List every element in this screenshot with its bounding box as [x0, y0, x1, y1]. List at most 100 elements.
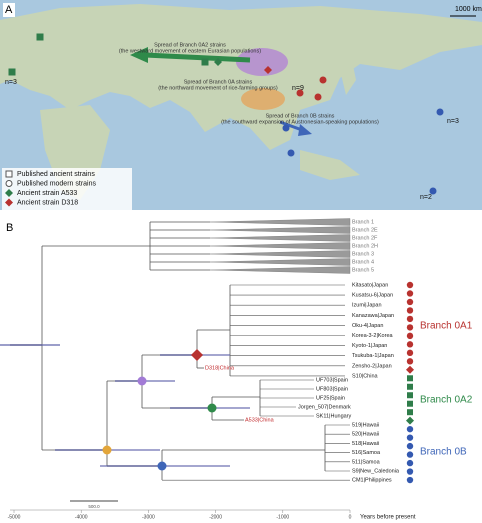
leaf-label: Kusatsu-6|Japan	[352, 293, 393, 299]
annotation: (the northward movement of rice-farming …	[158, 85, 278, 91]
tick-label: 0	[349, 514, 352, 520]
leaf-label: Korea-3-2|Korea	[352, 333, 394, 339]
ancient-leaf-label: D318|China	[205, 365, 235, 371]
count-label: n=9	[292, 85, 304, 92]
tip-marker	[406, 459, 414, 467]
tick-label: -2000	[209, 514, 222, 520]
legend-symbol	[5, 180, 13, 187]
legend-symbol	[5, 170, 13, 178]
leaf-label: S10|China	[352, 373, 379, 379]
tip-marker	[406, 298, 414, 306]
clade-label: Branch 1	[352, 219, 374, 225]
collapsed-clade	[209, 250, 351, 258]
tip-marker	[407, 392, 413, 399]
annotation: (the southward expansion of Austronesian…	[221, 119, 379, 125]
marker	[429, 187, 437, 195]
legend-symbol	[5, 189, 13, 197]
region	[241, 88, 285, 110]
marker	[287, 149, 295, 157]
leaf-label: SK11|Hungary	[316, 413, 352, 419]
collapsed-clade	[209, 234, 351, 242]
tip-marker	[406, 281, 414, 289]
annotation: Spread of Branch 0A strains	[184, 79, 253, 85]
marker	[436, 108, 444, 116]
collapsed-clade	[209, 242, 351, 250]
land	[300, 150, 360, 180]
count-label: n=3	[5, 79, 17, 86]
tick-label: -3000	[142, 514, 155, 520]
node-marker	[157, 461, 167, 471]
clade-label: Branch 5	[352, 267, 374, 273]
arrow	[279, 120, 303, 132]
count-label: n=2	[420, 194, 432, 201]
count-label: n=3	[447, 118, 459, 125]
tip-marker	[406, 358, 414, 365]
branch-label: Branch 0B	[420, 447, 467, 458]
tip-marker	[406, 416, 414, 425]
arrow	[298, 124, 312, 136]
tip-marker	[406, 324, 414, 331]
collapsed-clade	[209, 266, 351, 274]
leaf-label: Jorgen_507|Denmark	[298, 404, 351, 410]
tip-marker	[406, 476, 414, 484]
clade-label: Branch 3	[352, 251, 374, 257]
leaf-label: 518|Hawaii	[352, 441, 379, 447]
collapsed-clade	[209, 258, 351, 266]
node-marker	[207, 403, 217, 413]
region	[236, 48, 288, 76]
branch-label: Branch 0A1	[420, 321, 473, 332]
leaf-label: 511|Samoa	[352, 459, 381, 465]
leaf-label: Kanazawa|Japan	[352, 313, 394, 319]
leaf-label: UF703|Spain	[316, 377, 348, 383]
tick-label: -5000	[8, 514, 21, 520]
leaf-label: Tsukuba-1|Japan	[352, 353, 394, 359]
tip-marker	[407, 383, 413, 390]
legend-label: Ancient strain A533	[17, 190, 77, 197]
tip-marker	[407, 375, 413, 382]
scale-label: 1000 km	[455, 6, 482, 13]
leaf-label: 519|Hawaii	[352, 422, 379, 428]
tip-marker	[407, 409, 413, 416]
leaf-label: UF803|Spain	[316, 386, 348, 392]
marker	[282, 124, 290, 132]
tip-marker	[407, 400, 413, 407]
legend-symbol	[5, 198, 13, 207]
clade-label: Branch 4	[352, 259, 374, 265]
marker	[264, 66, 272, 74]
leaf-label: CM1|Philippines	[352, 478, 392, 484]
annotation: Spread of Branch 0A2 strains	[154, 42, 226, 48]
leaf-label: S9|New_Caledonia	[352, 468, 400, 474]
leaf-label: Zensho-2|Japan	[352, 363, 392, 369]
marker	[8, 68, 16, 76]
legend-box	[2, 168, 132, 210]
marker	[314, 93, 322, 101]
panel-label-box	[3, 3, 15, 17]
branch-label: Branch 0A2	[420, 395, 473, 406]
tick-label: -1000	[276, 514, 289, 520]
tip-marker	[406, 434, 414, 441]
tip-marker	[406, 315, 414, 323]
node-marker	[137, 376, 147, 386]
land	[340, 60, 356, 95]
arrow	[130, 47, 148, 63]
leaf-label: Kyoto-1|Japan	[352, 343, 387, 349]
axis-title: Years before present	[360, 515, 416, 521]
clade-label: Branch 2E	[352, 227, 378, 233]
leaf-label: Oku-4|Japan	[352, 323, 383, 329]
marker	[214, 58, 222, 66]
leaf-label: UF25|Spain	[316, 395, 345, 401]
tip-marker	[406, 451, 414, 458]
legend-label: Published ancient strains	[17, 171, 95, 178]
leaf-label: Kitasato|Japan	[352, 282, 388, 288]
tip-marker	[406, 365, 414, 374]
panel-label: B	[6, 222, 13, 234]
tip-marker	[406, 442, 414, 450]
tip-marker	[406, 307, 414, 314]
marker	[296, 89, 304, 97]
scale-label: 500.0	[88, 504, 100, 509]
leaf-label: 516|Samoa	[352, 450, 381, 456]
arrow	[144, 52, 251, 63]
node-marker	[191, 349, 203, 361]
marker	[201, 58, 209, 66]
